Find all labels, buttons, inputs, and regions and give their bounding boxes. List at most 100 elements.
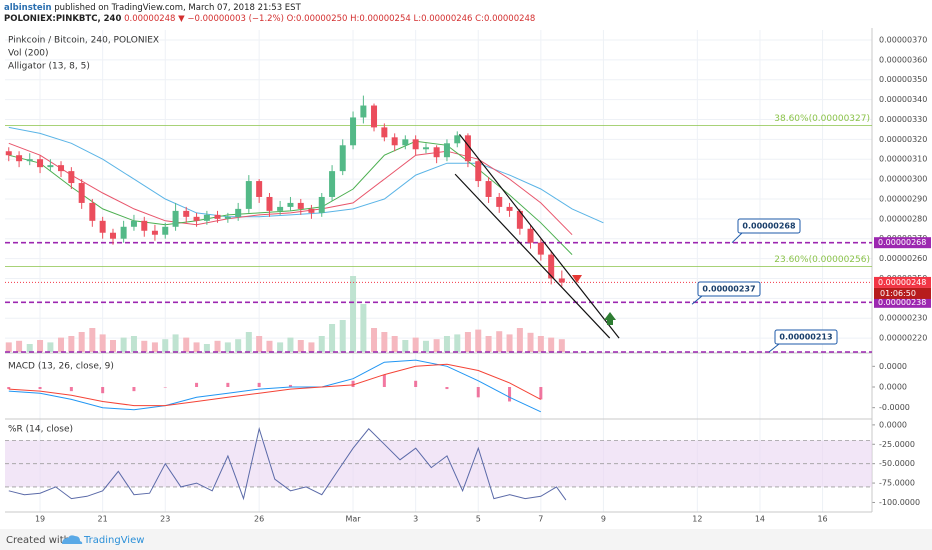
macd-histogram-bar xyxy=(445,387,449,390)
volume-bar xyxy=(172,334,179,352)
macd-histogram-bar xyxy=(163,387,167,388)
candle-body xyxy=(329,171,336,197)
volume-bar xyxy=(329,324,336,352)
candle-body xyxy=(339,145,346,172)
volume-bar xyxy=(527,332,534,352)
macd-histogram-bar xyxy=(38,387,42,390)
y-tick-label: -0.0000 xyxy=(879,403,910,412)
callout-box xyxy=(697,281,761,297)
candle-body xyxy=(371,105,378,128)
callout-pointer xyxy=(731,232,743,244)
x-tick-label: 9 xyxy=(601,515,606,524)
y-tick-label: 0.00000260 xyxy=(879,254,927,263)
volume-bar xyxy=(360,304,367,352)
close: C:0.00000248 xyxy=(475,14,535,24)
volume-bar xyxy=(339,320,346,352)
trend-line xyxy=(454,173,611,339)
volume-bar xyxy=(99,334,106,352)
volume-bar xyxy=(235,339,242,352)
last-price-label: 0.00000248 xyxy=(878,278,926,287)
candle-body xyxy=(402,139,409,146)
candle-body xyxy=(433,147,440,158)
candle-body xyxy=(37,159,44,168)
candle-body xyxy=(26,159,33,162)
macd-histogram-bar xyxy=(226,382,230,387)
y-tick-label: 0.0000 xyxy=(879,362,907,371)
y-tick-label: 0.00000340 xyxy=(879,95,927,104)
macd-histogram-bar xyxy=(351,380,355,387)
y-tick-label: -75.0000 xyxy=(879,479,915,488)
candle-body xyxy=(235,208,242,217)
candle-body xyxy=(47,165,54,168)
volume-bar xyxy=(558,339,565,352)
volume-bar xyxy=(350,276,357,352)
volume-bar xyxy=(141,340,148,352)
y-tick-label: -25.0000 xyxy=(879,440,915,449)
x-tick-label: 23 xyxy=(160,515,170,524)
x-tick-label: 19 xyxy=(35,515,45,524)
y-tick-label: 0.00000220 xyxy=(879,334,927,343)
candle-body xyxy=(256,181,263,197)
plot-area: 19 21 23 26 Mar 3 5 7 9 12 14 16 0.00000370 0.0000036… xyxy=(5,28,931,524)
candle-body xyxy=(496,196,503,207)
alligator-label: Alligator (13, 8, 5) xyxy=(8,62,90,72)
volume-bar xyxy=(318,336,325,352)
y-tick-label: 0.00000320 xyxy=(879,135,927,144)
macd-title: MACD (13, 26, close, 9) xyxy=(8,362,114,372)
x-tick-label: 7 xyxy=(538,515,543,524)
footer-bar xyxy=(0,529,932,550)
candle-body xyxy=(443,143,450,158)
volume-bar xyxy=(214,340,221,352)
volume-bar xyxy=(245,332,252,352)
price-label: 0.00000238 xyxy=(878,298,926,307)
volume-bar xyxy=(402,340,409,352)
x-tick-label: 26 xyxy=(254,515,264,524)
volume-bar xyxy=(16,340,23,352)
candle-body xyxy=(172,210,179,227)
macd-histogram-bar xyxy=(132,387,136,392)
y-tick-label: 0.0000 xyxy=(879,383,907,392)
candle-body xyxy=(277,206,284,211)
macd-histogram-bar xyxy=(508,387,512,402)
volume-bar xyxy=(89,328,96,352)
candle-body xyxy=(89,202,96,221)
open: O:0.00000250 xyxy=(287,14,348,24)
volume-bar xyxy=(516,328,523,352)
y-tick-label: 0.0000 xyxy=(879,420,907,429)
candle-body xyxy=(350,117,357,146)
candle-body xyxy=(506,206,513,211)
candle-body xyxy=(151,230,158,235)
williams-r-line xyxy=(8,426,567,501)
candle-body xyxy=(558,278,565,283)
volume-bar xyxy=(151,342,158,352)
volume-bar xyxy=(391,336,398,352)
sell-arrow xyxy=(572,275,582,283)
volume-bar xyxy=(496,331,503,352)
brand-logo xyxy=(62,535,83,544)
trend-line xyxy=(458,133,620,339)
candle-body xyxy=(464,135,471,162)
macd-histogram-bar xyxy=(195,382,199,387)
y-tick-label: 0.00000360 xyxy=(879,55,927,64)
callout-label: 0.00000213 xyxy=(779,333,832,342)
candle-body xyxy=(318,196,325,213)
symbol: POLONIEX:PINKBTC, 240 xyxy=(4,14,121,24)
footer-brand: TradingView xyxy=(83,535,144,546)
macd-histogram-bar xyxy=(414,380,418,387)
candle-body xyxy=(297,202,304,209)
y-tick-label: 0.00000310 xyxy=(879,155,927,164)
y-tick-label: -50.0000 xyxy=(879,459,915,468)
candle-body xyxy=(130,220,137,227)
x-tick-label: 14 xyxy=(755,515,765,524)
volume-bar xyxy=(506,334,513,352)
volume-bar xyxy=(256,336,263,352)
candle-body xyxy=(214,214,221,219)
macd-histogram-bar xyxy=(382,374,386,387)
volume-bar xyxy=(193,342,200,352)
high: H:0.00000254 xyxy=(350,14,411,24)
macd-line xyxy=(8,359,542,413)
candle-body xyxy=(141,220,148,231)
low: L:0.00000246 xyxy=(413,14,472,24)
volume-bar xyxy=(548,337,555,352)
candle-body xyxy=(120,226,127,239)
